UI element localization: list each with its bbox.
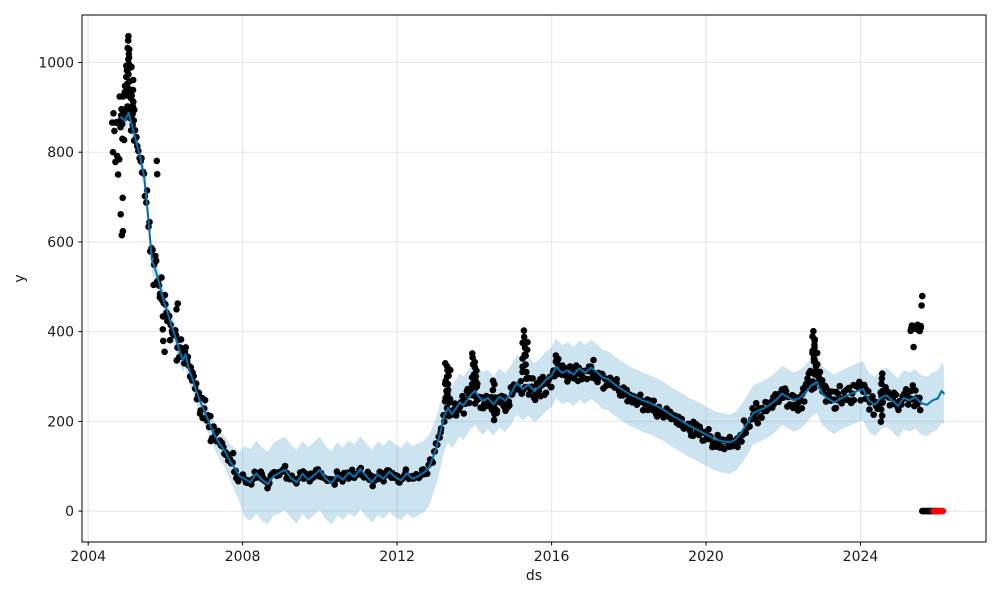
x-tick-label: 2020 [688, 549, 724, 565]
y-tick-label: 600 [47, 235, 74, 251]
y-tick-label: 200 [47, 414, 74, 430]
anomaly-points-red [930, 507, 947, 515]
x-axis: 2004 2008 2012 2016 2020 2024 [70, 542, 878, 565]
x-tick-label: 2008 [225, 549, 261, 565]
x-tick-label: 2016 [534, 549, 570, 565]
x-tick-label: 2004 [70, 549, 106, 565]
actuals-scatter [108, 32, 940, 515]
y-tick-label: 0 [65, 504, 74, 520]
grid [82, 15, 986, 542]
y-axis-label: y [12, 274, 28, 282]
plot-border [81, 14, 987, 543]
y-tick-label: 800 [47, 145, 74, 161]
uncertainty-band [121, 102, 944, 525]
y-tick-label: 400 [47, 325, 74, 341]
forecast-line [120, 111, 945, 486]
x-tick-label: 2024 [843, 549, 879, 565]
x-tick-label: 2012 [379, 549, 415, 565]
x-axis-label: ds [526, 568, 542, 584]
y-tick-label: 1000 [38, 56, 74, 72]
y-axis: 0 200 400 600 800 1000 [38, 56, 82, 520]
